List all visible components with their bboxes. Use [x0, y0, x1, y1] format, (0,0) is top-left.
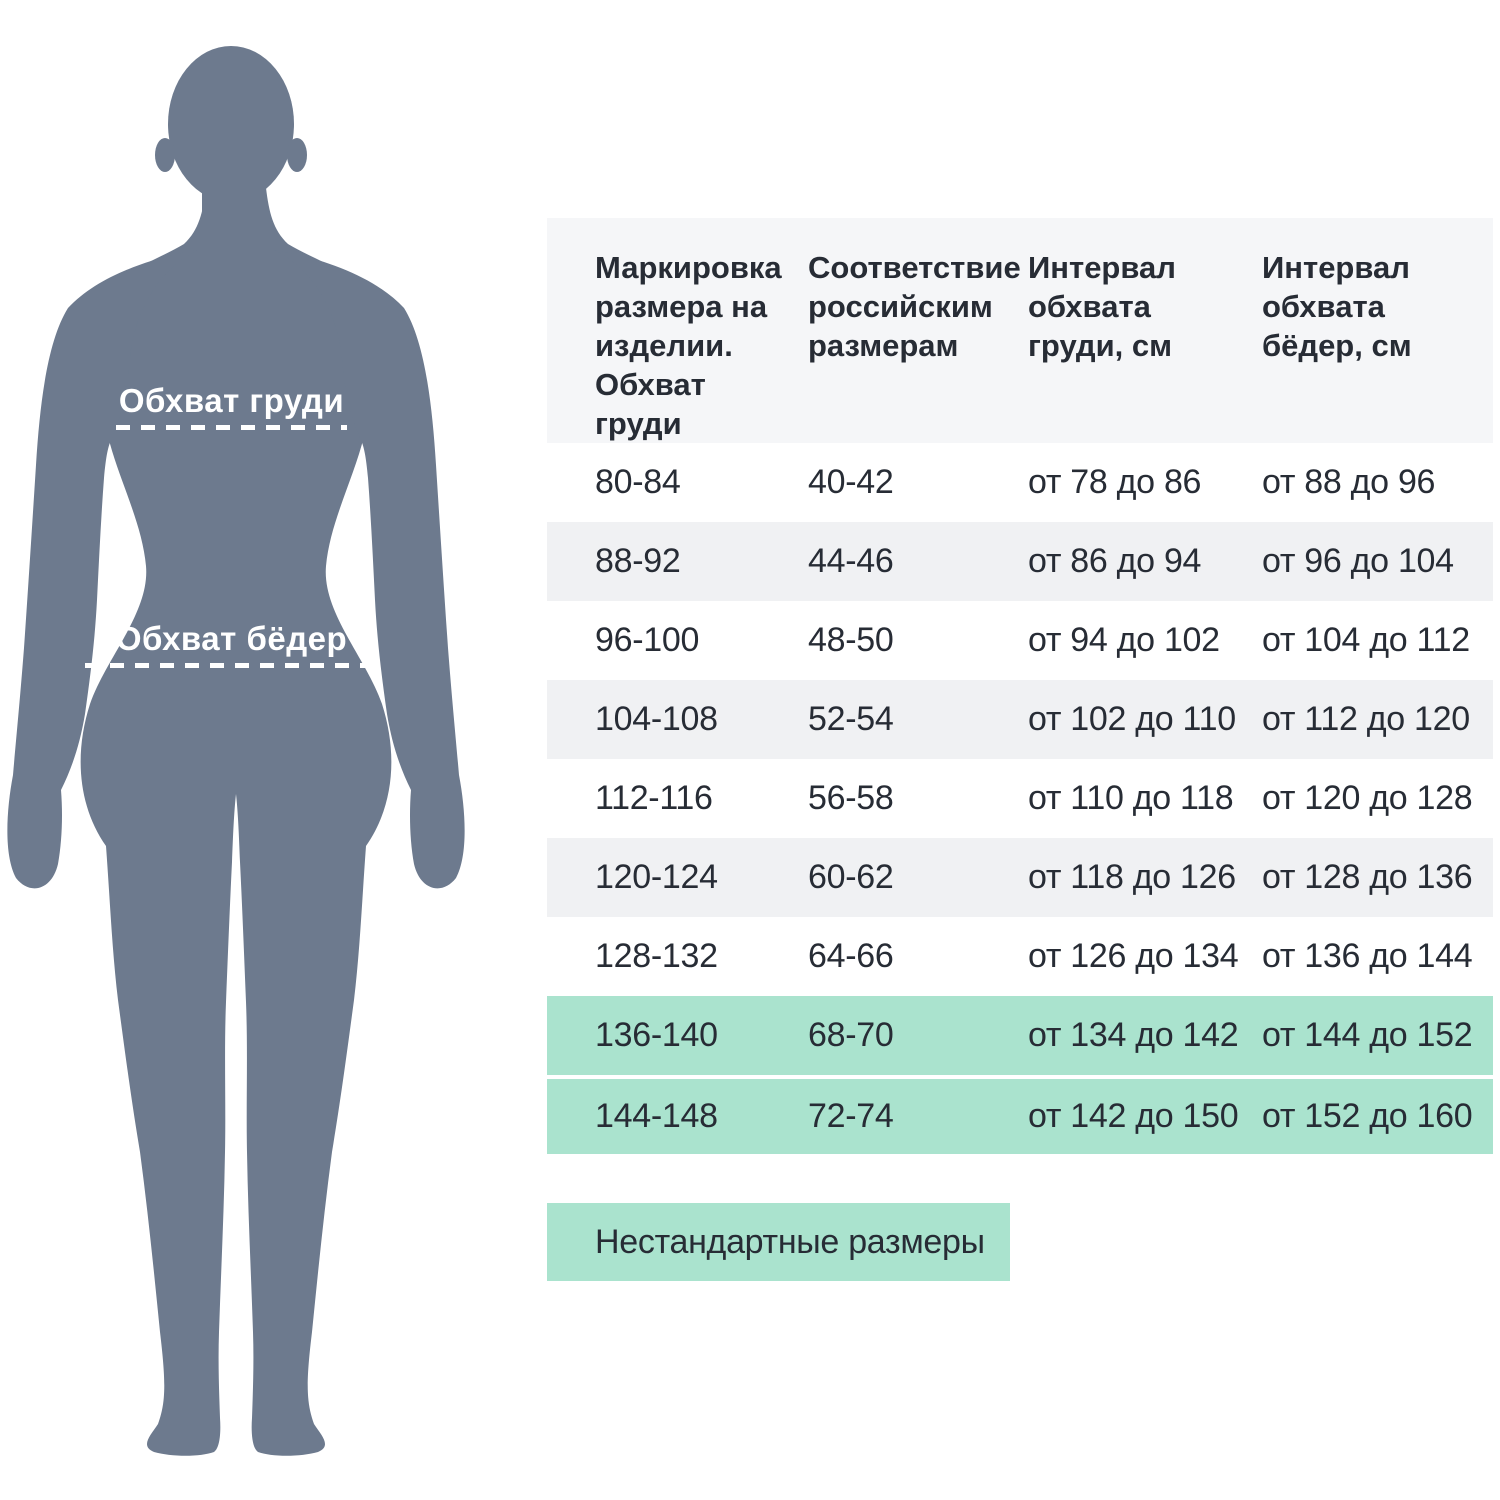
chest-dashed-line [116, 425, 347, 430]
cell-marking: 120-124 [595, 858, 718, 896]
cell-russian-size: 64-66 [808, 937, 894, 975]
cell-russian-size: 48-50 [808, 621, 894, 659]
chest-measure-label: Обхват груди [118, 382, 345, 419]
cell-russian-size: 68-70 [808, 1016, 894, 1054]
cell-chest-interval: от 78 до 86 [1028, 463, 1202, 501]
cell-marking: 136-140 [595, 1016, 718, 1054]
table-row: 120-124 60-62 от 118 до 126 от 128 до 13… [547, 838, 1493, 917]
cell-russian-size: 40-42 [808, 463, 894, 501]
figure-panel: Обхват груди Обхват бёдер [0, 0, 540, 1500]
table-row: 96-100 48-50 от 94 до 102 от 104 до 112 [547, 601, 1493, 680]
female-silhouette [7, 46, 465, 1456]
cell-hips-interval: от 96 до 104 [1262, 542, 1454, 580]
cell-hips-interval: от 136 до 144 [1262, 937, 1473, 975]
cell-russian-size: 52-54 [808, 700, 894, 738]
cell-hips-interval: от 88 до 96 [1262, 463, 1436, 501]
size-table: Маркировка размера на изделии. Обхват гр… [547, 218, 1493, 1154]
table-row-nonstandard: 136-140 68-70 от 134 до 142 от 144 до 15… [547, 996, 1493, 1075]
hips-measure-label: Обхват бёдер [115, 620, 348, 657]
cell-marking: 112-116 [595, 779, 713, 817]
table-row-nonstandard: 144-148 72-74 от 142 до 150 от 152 до 16… [547, 1075, 1493, 1154]
table-header-row: Маркировка размера на изделии. Обхват гр… [547, 218, 1493, 443]
cell-hips-interval: от 112 до 120 [1262, 700, 1470, 738]
cell-russian-size: 56-58 [808, 779, 894, 817]
hips-dashed-line [85, 663, 378, 668]
cell-hips-interval: от 104 до 112 [1262, 621, 1470, 659]
cell-hips-interval: от 144 до 152 [1262, 1016, 1473, 1054]
table-row: 112-116 56-58 от 110 до 118 от 120 до 12… [547, 759, 1493, 838]
cell-chest-interval: от 134 до 142 [1028, 1016, 1239, 1054]
header-chest-interval: Интервал обхвата груди, см [1028, 250, 1176, 363]
cell-russian-size: 60-62 [808, 858, 894, 896]
cell-chest-interval: от 94 до 102 [1028, 621, 1220, 659]
cell-marking: 88-92 [595, 542, 681, 580]
table-row: 128-132 64-66 от 126 до 134 от 136 до 14… [547, 917, 1493, 996]
cell-marking: 80-84 [595, 463, 681, 501]
cell-chest-interval: от 126 до 134 [1028, 937, 1239, 975]
cell-chest-interval: от 102 до 110 [1028, 700, 1236, 738]
cell-chest-interval: от 86 до 94 [1028, 542, 1202, 580]
table-row: 80-84 40-42 от 78 до 86 от 88 до 96 [547, 443, 1493, 522]
cell-chest-interval: от 110 до 118 [1028, 779, 1234, 817]
cell-marking: 104-108 [595, 700, 718, 738]
header-marking: Маркировка размера на изделии. Обхват гр… [595, 250, 782, 441]
cell-russian-size: 72-74 [808, 1097, 894, 1135]
cell-hips-interval: от 128 до 136 [1262, 858, 1473, 896]
cell-marking: 144-148 [595, 1097, 718, 1135]
table-row: 88-92 44-46 от 86 до 94 от 96 до 104 [547, 522, 1493, 601]
cell-marking: 128-132 [595, 937, 718, 975]
cell-chest-interval: от 118 до 126 [1028, 858, 1236, 896]
header-russian-size: Соответствие российским размерам [808, 250, 1021, 363]
legend-nonstandard-sizes: Нестандартные размеры [547, 1203, 1010, 1281]
header-hips-interval: Интервал обхвата бёдер, см [1262, 250, 1412, 363]
table-row: 104-108 52-54 от 102 до 110 от 112 до 12… [547, 680, 1493, 759]
cell-russian-size: 44-46 [808, 542, 894, 580]
cell-hips-interval: от 120 до 128 [1262, 779, 1473, 817]
cell-chest-interval: от 142 до 150 [1028, 1097, 1239, 1135]
cell-marking: 96-100 [595, 621, 700, 659]
cell-hips-interval: от 152 до 160 [1262, 1097, 1473, 1135]
